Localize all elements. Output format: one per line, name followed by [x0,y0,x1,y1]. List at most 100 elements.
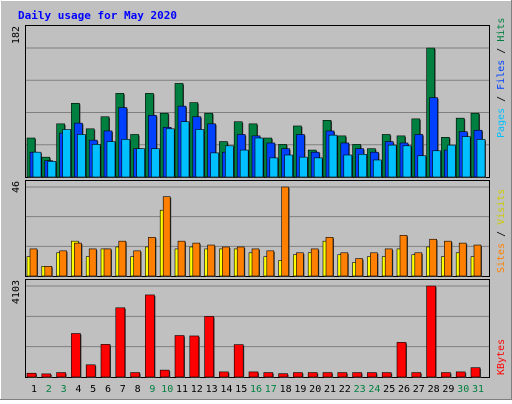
kbytes-bar [41,373,52,378]
sites-bar [118,240,127,277]
pages-bar [432,150,442,178]
kbytes-bar [441,372,452,378]
day-label: 1 [31,384,37,395]
sites-bar [177,240,186,277]
kbytes-bar [352,372,363,378]
legend-visits: Visits [496,189,507,225]
chart-title: Daily usage for May 2020 [18,9,177,22]
pages-bar [225,145,235,178]
sites-bar [325,237,334,277]
pages-bar [106,141,116,178]
day-label: 18 [280,384,292,395]
sites-bar [355,258,364,277]
day-label: 27 [413,384,425,395]
day-label: 25 [383,384,395,395]
kbytes-bar [307,372,319,378]
pages-bar [91,144,102,178]
kbytes-bar [130,372,141,378]
day-label: 6 [105,384,111,395]
kbytes-bar [115,307,126,378]
sites-bar [399,235,408,277]
sites-bar [29,248,38,277]
legend-separator: / [496,90,507,108]
pages-bar [136,148,146,178]
sites-bar [192,242,201,277]
legend-hits: Hits [496,18,507,42]
sites-bar [384,248,394,277]
sites-bar [133,250,142,277]
pages-bar [239,149,250,178]
pages-bar [32,151,42,178]
kbytes-bar [26,372,37,378]
pages-bar [461,136,472,178]
day-label: 20 [309,384,321,395]
sites-bar [207,244,216,277]
kbytes-bar [71,333,82,378]
kbytes-bar [337,372,348,378]
kbytes-bar [381,372,393,378]
day-label: 26 [398,384,410,395]
pages-bar [62,129,72,178]
pages-bar [195,129,205,178]
pages-bar [476,139,486,178]
kbytes-bar [396,342,407,378]
sites-bar [162,196,172,277]
kbytes-bar [145,294,156,378]
day-label: 8 [135,384,141,395]
pages-bar [343,154,353,178]
pages-bar [299,156,309,178]
pages-bar [151,148,161,178]
sites-bar [88,248,98,277]
legend-separator: / [496,225,507,243]
day-label: 19 [294,384,306,395]
day-label: 15 [235,384,247,395]
pages-bar [358,154,368,178]
day-label: 2 [46,384,52,395]
pages-bar [77,134,87,178]
legend-files: Files [496,60,507,90]
pages-bar [328,134,338,178]
sites-bar [473,244,482,277]
kbytes-bar [367,372,378,378]
kbytes-bar [263,372,274,378]
kbytes-max-label: 4103 [11,280,22,304]
sites-bar [444,240,453,277]
pages-bar [387,144,398,178]
sites-bar [458,242,468,277]
sites-bar [148,237,157,277]
kbytes-bar [189,335,200,378]
day-label: 3 [61,384,67,395]
sites-bar [429,238,438,277]
kbytes-bar [85,364,97,378]
day-label: 23 [354,384,366,395]
day-label: 5 [90,384,96,395]
sites-bar [310,248,320,277]
kbytes-bar [322,372,333,378]
pages-bar [313,157,324,178]
sites-bar [59,250,68,277]
kbytes-bar [470,367,481,378]
sites-bar [251,248,260,277]
kbytes-bar [455,371,467,378]
day-label: 17 [265,384,277,395]
day-label: 4 [75,384,81,395]
day-label: 29 [442,384,454,395]
kbytes-bar [233,344,245,378]
legend-separator: / [496,42,507,60]
pages-bar [447,144,457,178]
legend-pages: Pages [496,108,507,138]
day-label: 14 [220,384,232,395]
kbytes-bar [174,335,185,378]
day-label: 13 [206,384,218,395]
day-label: 30 [457,384,469,395]
sites-bar [103,248,112,277]
pages-bar [47,161,57,178]
sites-bar [414,252,423,277]
pages-bar [165,128,176,178]
pages-bar [269,157,279,178]
day-label: 31 [472,384,484,395]
kbytes-bar [248,371,259,378]
pages-bar [254,137,264,178]
